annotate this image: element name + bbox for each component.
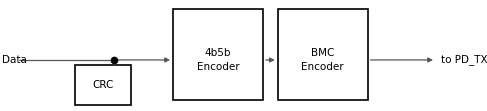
- Text: CRC: CRC: [93, 80, 114, 90]
- Bar: [278, 9, 368, 100]
- Text: Data: Data: [2, 55, 27, 65]
- Text: to PD_TX: to PD_TX: [441, 55, 487, 65]
- Bar: [75, 65, 131, 105]
- Bar: [173, 9, 263, 100]
- Text: BMC
Encoder: BMC Encoder: [301, 48, 344, 72]
- Text: 4b5b
Encoder: 4b5b Encoder: [197, 48, 239, 72]
